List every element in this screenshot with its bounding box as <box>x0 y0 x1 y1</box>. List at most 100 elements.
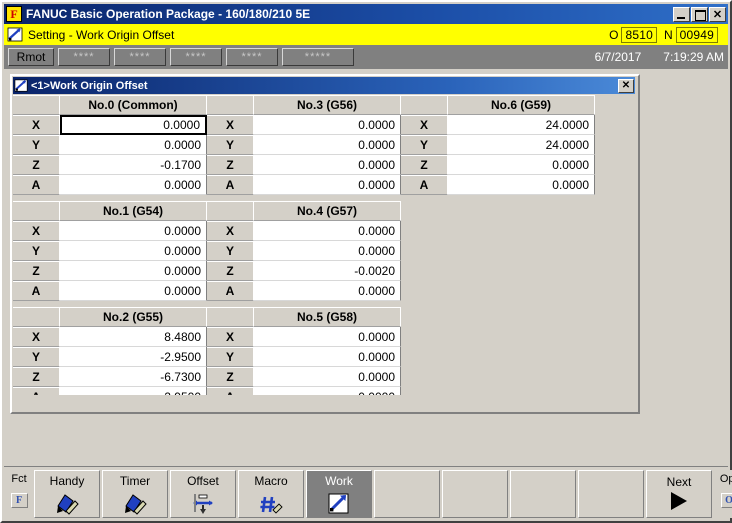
offset-value-cell[interactable]: 0.0000 <box>448 155 595 175</box>
offset-value-cell[interactable]: 0.0000 <box>60 241 207 261</box>
status-indicator-1: **** <box>58 48 110 66</box>
offset-value-cell[interactable]: 0.0000 <box>254 387 401 395</box>
table-row: A 0.0000 A 0.0000 <box>13 281 635 301</box>
offset-value-cell[interactable]: -6.7300 <box>60 367 207 387</box>
table-row: X 0.0000 X 0.0000 X 24.0000 <box>13 115 635 135</box>
offset-column-header: No.4 (G57) <box>254 201 401 221</box>
offset-value-cell[interactable]: -2.9500 <box>60 347 207 367</box>
offset-value-cell[interactable]: 0.0000 <box>60 135 207 155</box>
fanuc-f-logo-icon: F <box>6 6 22 22</box>
softkey-work[interactable]: Work <box>306 470 372 518</box>
softkey-timer[interactable]: Timer <box>102 470 168 518</box>
offset-value-cell[interactable]: -2.9500 <box>60 387 207 395</box>
maximize-button[interactable] <box>691 6 708 22</box>
group-spacer <box>13 195 635 201</box>
offset-value-cell[interactable]: 0.0000 <box>60 175 207 195</box>
axis-label-z: Z <box>13 155 60 175</box>
axis-label-x: X <box>13 327 60 347</box>
axis-label-z: Z <box>13 367 60 387</box>
softkey-label: Work <box>325 474 353 488</box>
offset-column-header: No.1 (G54) <box>60 201 207 221</box>
status-indicator-3: **** <box>170 48 222 66</box>
offset-value-cell[interactable]: 0.0000 <box>254 327 401 347</box>
table-row: Z -6.7300 Z 0.0000 <box>13 367 635 387</box>
offset-column-header: No.0 (Common) <box>60 95 207 115</box>
close-icon[interactable]: ✕ <box>618 78 634 93</box>
work-origin-offset-icon <box>328 493 349 514</box>
axis-header-blank <box>207 95 254 115</box>
axis-label-z: Z <box>207 155 254 175</box>
axis-label-a: A <box>207 387 254 395</box>
offset-value-cell[interactable]: 0.0000 <box>254 135 401 155</box>
softkey-list: Handy Timer Offset Macro Work Next <box>33 470 713 518</box>
softkey-empty-8[interactable] <box>578 470 644 518</box>
work-origin-offset-icon <box>7 27 23 41</box>
program-label: O <box>609 27 619 42</box>
table-row: Y 0.0000 Y 0.0000 Y 24.0000 <box>13 135 635 155</box>
axis-label-x: X <box>207 327 254 347</box>
axis-label-a: A <box>13 281 60 301</box>
softkey-next[interactable]: Next <box>646 470 712 518</box>
axis-label-z: Z <box>13 261 60 281</box>
axis-label-y: Y <box>13 347 60 367</box>
offset-column-header: No.2 (G55) <box>60 307 207 327</box>
next-triangle-icon <box>671 492 687 510</box>
offset-group: No.1 (G54) No.4 (G57) X 0.0000 X 0.0000 Y 0.000… <box>13 201 635 301</box>
offset-value-cell[interactable]: 24.0000 <box>448 115 595 135</box>
mdi-client-area: <1>Work Origin Offset ✕ No.0 (Common) No.… <box>4 69 728 454</box>
softkey-empty-7[interactable] <box>510 470 576 518</box>
offset-value-cell[interactable]: 0.0000 <box>254 347 401 367</box>
softkey-empty-5[interactable] <box>374 470 440 518</box>
close-icon[interactable]: ✕ <box>709 6 726 22</box>
offset-group-header-row: No.2 (G55) No.5 (G58) <box>13 307 635 327</box>
axis-header-blank <box>401 95 448 115</box>
offset-value-cell[interactable]: 0.0000 <box>254 175 401 195</box>
axis-label-a: A <box>401 175 448 195</box>
screen-title: Setting - Work Origin Offset <box>28 27 175 42</box>
offset-value-cell[interactable]: -0.1700 <box>60 155 207 175</box>
softkey-function-edge[interactable]: Fct F <box>5 470 33 518</box>
axis-label-x: X <box>13 115 60 135</box>
axis-header-blank <box>13 307 60 327</box>
softkey-empty-6[interactable] <box>442 470 508 518</box>
axis-label-x: X <box>207 221 254 241</box>
axis-label-y: Y <box>13 135 60 155</box>
offset-value-cell[interactable]: 0.0000 <box>254 221 401 241</box>
offset-value-cell[interactable]: 24.0000 <box>448 135 595 155</box>
offset-value-cell[interactable]: 0.0000 <box>254 241 401 261</box>
offset-value-cell[interactable]: 8.4800 <box>60 327 207 347</box>
window-titlebar[interactable]: F FANUC Basic Operation Package - 160/18… <box>4 4 728 24</box>
axis-label-y: Y <box>13 241 60 261</box>
work-origin-offset-icon <box>14 79 28 92</box>
softkey-operation-edge[interactable]: Opr O <box>715 470 732 518</box>
axis-label-x: X <box>13 221 60 241</box>
offset-group-header-row: No.1 (G54) No.4 (G57) <box>13 201 635 221</box>
axis-header-blank <box>207 307 254 327</box>
offset-column-header: No.5 (G58) <box>254 307 401 327</box>
offset-value-cell[interactable]: 0.0000 <box>60 281 207 301</box>
child-window-titlebar[interactable]: <1>Work Origin Offset ✕ <box>13 77 635 94</box>
status-indicator-4: **** <box>226 48 278 66</box>
softkey-macro[interactable]: Macro <box>238 470 304 518</box>
offset-value-cell[interactable]: 0.0000 <box>254 155 401 175</box>
table-row: X 0.0000 X 0.0000 <box>13 221 635 241</box>
window-title: FANUC Basic Operation Package - 160/180/… <box>26 7 311 21</box>
axis-label-z: Z <box>401 155 448 175</box>
softkey-operation-label: Opr <box>719 473 732 485</box>
offset-value-cell[interactable]: 0.0000 <box>448 175 595 195</box>
table-row: Y -2.9500 Y 0.0000 <box>13 347 635 367</box>
axis-label-a: A <box>13 175 60 195</box>
softkey-handy[interactable]: Handy <box>34 470 100 518</box>
screen-header-bar: Setting - Work Origin Offset O 8510 N 00… <box>4 24 728 45</box>
offset-value-cell[interactable]: 0.0000 <box>60 115 207 135</box>
minimize-button[interactable] <box>673 6 690 22</box>
softkey-offset[interactable]: Offset <box>170 470 236 518</box>
offset-value-cell[interactable]: 0.0000 <box>254 115 401 135</box>
offset-value-cell[interactable]: 0.0000 <box>60 221 207 241</box>
softkey-function-label: Fct <box>11 473 27 485</box>
softkey-function-badge: F <box>10 493 28 508</box>
offset-value-cell[interactable]: 0.0000 <box>254 367 401 387</box>
offset-value-cell[interactable]: 0.0000 <box>60 261 207 281</box>
offset-value-cell[interactable]: -0.0020 <box>254 261 401 281</box>
offset-value-cell[interactable]: 0.0000 <box>254 281 401 301</box>
